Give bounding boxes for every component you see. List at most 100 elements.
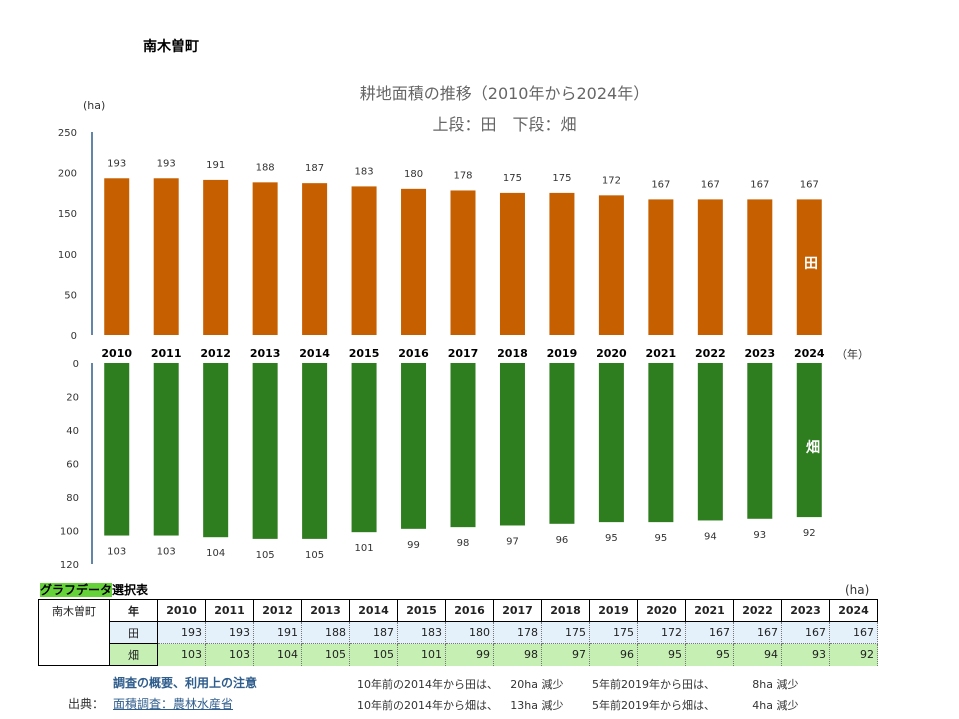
- paddy-data-label: 167: [651, 179, 670, 190]
- upland-bar: [499, 363, 525, 526]
- upland-bar: [450, 363, 476, 528]
- table-cell-paddy: 187: [349, 621, 398, 644]
- paddy-bar: [747, 199, 773, 335]
- upland-bar: [203, 363, 229, 538]
- table-cell-paddy: 167: [781, 621, 830, 644]
- year-tick-label: 2014: [299, 347, 330, 360]
- table-cell-upland: 103: [157, 643, 206, 666]
- table-cell-upland: 95: [637, 643, 686, 666]
- summary-text: 10年前の2014年から畑は、: [357, 699, 498, 712]
- summary-change: 減少: [776, 678, 799, 691]
- summary-paddy-5yr: 5年前2019年から田は、 8ha 減少: [592, 676, 799, 692]
- paddy-data-label: 187: [305, 163, 324, 174]
- upland-bar: [747, 363, 773, 519]
- paddy-data-label: 193: [107, 158, 126, 169]
- upland-data-label: 96: [556, 535, 569, 546]
- upland-data-label: 93: [753, 530, 766, 541]
- year-tick-label: 2013: [250, 347, 281, 360]
- paddy-bar: [153, 178, 179, 335]
- municipality-title: 南木曽町: [143, 39, 199, 55]
- upland-data-label: 95: [654, 533, 667, 544]
- upland-data-label: 105: [256, 550, 275, 561]
- table-cell-upland: 97: [541, 643, 590, 666]
- upland-data-label: 104: [206, 548, 225, 559]
- paddy-bar: [302, 183, 328, 335]
- paddy-bars: 193 193 191 188 187 183 180 178 175 175 172 167 167 1…: [104, 158, 822, 335]
- summary-change: 減少: [541, 699, 564, 712]
- paddy-data-label: 180: [404, 169, 423, 180]
- upland-bar: [697, 363, 723, 521]
- upland-data-label: 103: [107, 547, 126, 558]
- upland-series-label: 畑: [806, 440, 820, 456]
- chart-subtitle: 上段：田 下段：畑: [432, 115, 577, 134]
- table-header-row: 南木曽町 年 2010 2011 2012 2013 2014 2015 2016 2017 2…: [38, 599, 878, 666]
- upland-bar: [351, 363, 377, 533]
- paddy-y-tick-label: 0: [71, 331, 77, 342]
- upland-bar: [104, 363, 130, 536]
- summary-upland-5yr: 5年前2019年から畑は、 4ha 減少: [592, 697, 799, 713]
- survey-notes-link[interactable]: 調査の概要、利用上の注意: [113, 676, 258, 690]
- year-tick-label: 2021: [646, 347, 677, 360]
- table-cell-upland: 104: [253, 643, 302, 666]
- paddy-data-label: 188: [256, 162, 275, 173]
- table-cell-upland: 94: [733, 643, 782, 666]
- summary-text: 10年前の2014年から田は、: [357, 678, 498, 691]
- table-cell-upland: 105: [301, 643, 350, 666]
- table-cell-paddy: 167: [829, 621, 878, 644]
- table-cell-paddy: 178: [493, 621, 542, 644]
- table-year-header: 2013: [301, 599, 350, 622]
- upland-data-label: 99: [407, 540, 420, 551]
- paddy-bar: [549, 192, 575, 335]
- paddy-data-label: 191: [206, 160, 225, 171]
- year-tick-label: 2018: [497, 347, 528, 360]
- upland-data-label: 97: [506, 536, 519, 547]
- data-table: 南木曽町 年 2010 2011 2012 2013 2014 2015 2016 2017 2…: [38, 599, 878, 666]
- paddy-bar: [252, 182, 278, 335]
- upland-data-label: 101: [355, 543, 374, 554]
- row-label-upland: 畑: [109, 643, 158, 666]
- table-year-header: 2024: [829, 599, 878, 622]
- table-row-upland: 畑 103 103 104 105 105 101 99 98 97 96 95 95 94 93 92: [39, 643, 878, 666]
- table-cell-upland: 103: [205, 643, 254, 666]
- upland-data-label: 94: [704, 531, 717, 542]
- paddy-series-label: 田: [804, 256, 818, 272]
- upland-y-tick-label: 120: [60, 560, 79, 571]
- table-year-header: 2014: [349, 599, 398, 622]
- table-cell-upland: 95: [685, 643, 734, 666]
- table-cell-upland: 93: [781, 643, 830, 666]
- paddy-y-tick-label: 150: [58, 209, 77, 220]
- source-label: 出典：: [68, 697, 105, 711]
- paddy-y-tick-label: 100: [58, 250, 77, 261]
- upland-data-label: 92: [803, 528, 816, 539]
- table-cell-upland: 101: [397, 643, 446, 666]
- upland-y-tick-label: 40: [66, 426, 79, 437]
- table-year-header: 2017: [493, 599, 542, 622]
- table-caption[interactable]: グラフデータ選択表: [40, 581, 148, 598]
- paddy-data-label: 183: [355, 166, 374, 177]
- summary-change: 減少: [541, 678, 564, 691]
- paddy-data-label: 167: [800, 179, 819, 190]
- table-year-header: 2019: [589, 599, 638, 622]
- municipality-cell: 南木曽町: [38, 599, 110, 666]
- table-cell-paddy: 167: [685, 621, 734, 644]
- x-axis-unit: （年）: [836, 348, 869, 361]
- paddy-bar: [648, 199, 674, 335]
- table-year-header: 2016: [445, 599, 494, 622]
- upland-data-label: 98: [457, 538, 470, 549]
- paddy-data-label: 193: [157, 158, 176, 169]
- source-link[interactable]: 面積調査：農林水産省: [113, 697, 234, 711]
- upland-data-label: 103: [157, 547, 176, 558]
- upland-bar: [549, 363, 575, 524]
- summary-amount: 20ha: [510, 678, 538, 691]
- table-year-header: 2011: [205, 599, 254, 622]
- summary-text: 5年前2019年から畑は、: [592, 699, 715, 712]
- table-year-header: 2010: [157, 599, 206, 622]
- year-tick-label: 2019: [547, 347, 578, 360]
- year-tick-label: 2011: [151, 347, 182, 360]
- table-cell-paddy: 175: [541, 621, 590, 644]
- paddy-data-label: 172: [602, 175, 621, 186]
- paddy-bar: [499, 192, 525, 335]
- table-cell-paddy: 188: [301, 621, 350, 644]
- upland-bar: [153, 363, 179, 536]
- table-year-header: 2018: [541, 599, 590, 622]
